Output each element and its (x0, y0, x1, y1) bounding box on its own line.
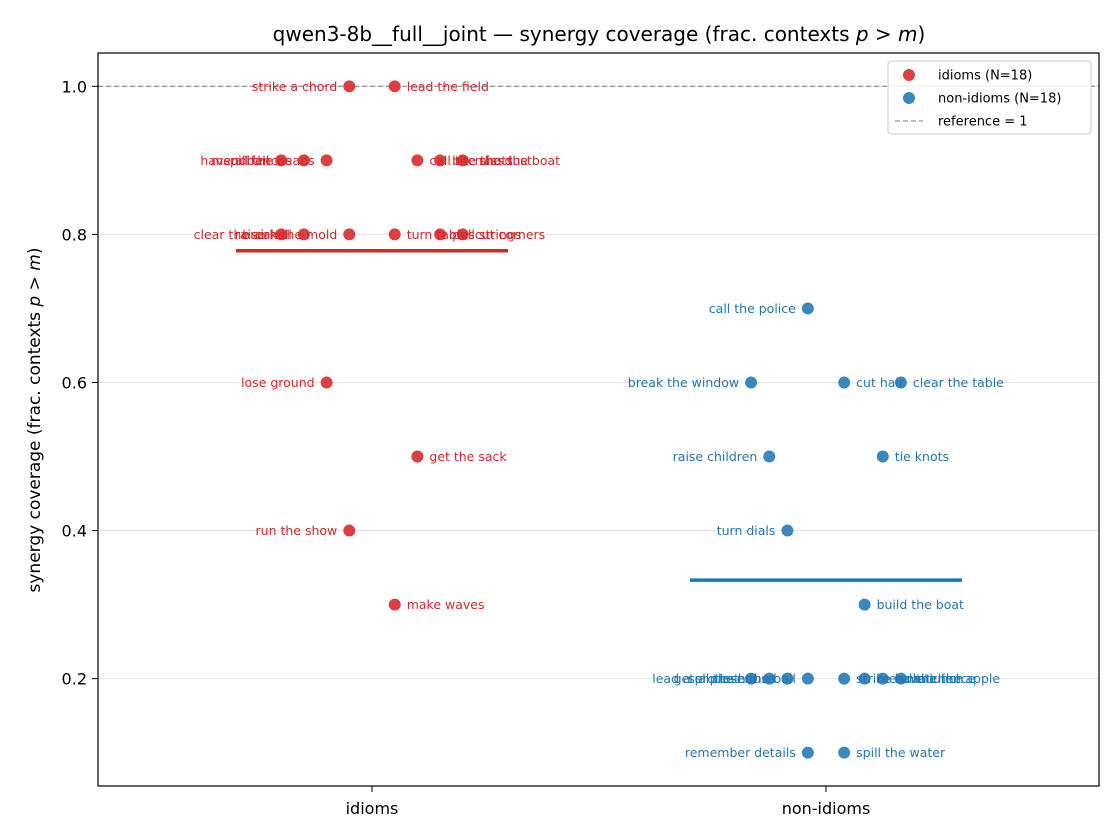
point-bite-the-dust (434, 154, 447, 167)
point-strike-a-match (838, 672, 851, 685)
point-label-raise-children: raise children (673, 449, 758, 464)
point-label-lead-a-protest: lead a protest (652, 671, 739, 686)
point-label-run-the-show: run the show (256, 523, 338, 538)
point-label-cut-corners: cut corners (475, 227, 545, 242)
point-label-remember-details: remember details (685, 745, 796, 760)
point-mend-the-fence (858, 672, 871, 685)
point-tie-knots (876, 450, 889, 463)
point-label-bite-the-dust: bite the dust (452, 153, 532, 168)
point-sell-the-house (781, 672, 794, 685)
point-clear-the-table (894, 376, 907, 389)
point-label-have-a-ball: have a ball (200, 153, 269, 168)
point-label-lead-the-field: lead the field (407, 79, 489, 94)
point-label-turn-dials: turn dials (717, 523, 776, 538)
point-cut-hair (838, 376, 851, 389)
point-strike-a-chord (343, 80, 356, 93)
point-label-clear-the-table: clear the table (913, 375, 1004, 390)
legend-entry-non-idioms-n-18: non-idioms (N=18) (938, 92, 1061, 107)
point-label-lose-the-ball: lose the ball (720, 671, 796, 686)
y-tick-label: 0.6 (62, 373, 87, 392)
point-label-sell-the-house: sell the house (688, 671, 776, 686)
y-tick-label: 1.0 (62, 77, 87, 96)
legend-box (887, 60, 1092, 135)
point-lead-a-protest (745, 672, 758, 685)
chart-title: qwen3-8b__full__joint — synergy coverage… (273, 22, 926, 46)
plot-frame (97, 52, 1100, 787)
point-get-the-sack (411, 450, 424, 463)
point-lose-ground (320, 376, 333, 389)
point-label-spill-the-beans: spill the beans (224, 153, 315, 168)
y-tick-label: 0.2 (62, 670, 87, 689)
x-tick-label-idioms: idioms (346, 799, 399, 818)
point-lead-the-field (388, 80, 401, 93)
y-tick-label: 0.8 (62, 225, 87, 244)
point-label-get-a-present: get a present (674, 671, 758, 686)
point-label-bite-the-apple: bite the apple (913, 671, 1000, 686)
point-make-waves (388, 598, 401, 611)
legend-marker-non-idioms (903, 92, 915, 104)
point-pull-strings (434, 228, 447, 241)
point-label-pull-strings: pull strings (452, 227, 521, 242)
point-label-tie-knots: tie knots (895, 449, 949, 464)
point-label-strike-a-chord: strike a chord (252, 79, 337, 94)
legend-entry-reference-1: reference = 1 (938, 115, 1028, 130)
point-label-lose-ground: lose ground (241, 375, 315, 390)
point-label-make-waves: make waves (407, 597, 485, 612)
point-label-turn-tables: turn tables (407, 227, 475, 242)
point-label-get-the-sack: get the sack (429, 449, 507, 464)
point-bite-the-apple (894, 672, 907, 685)
x-tick-label-non-idioms: non-idioms (782, 799, 871, 818)
point-mend-fences (297, 154, 310, 167)
point-raise-children (763, 450, 776, 463)
point-run-the-show (343, 524, 356, 537)
point-clear-the-air (275, 228, 288, 241)
point-label-clear-the-air: clear the air (194, 227, 270, 242)
legend-entry-idioms-n-18: idioms (N=18) (938, 69, 1032, 84)
point-label-call-the-police: call the police (709, 301, 796, 316)
point-lose-the-ball (801, 672, 814, 685)
point-turn-dials (781, 524, 794, 537)
y-axis-label: synergy coverage (frac. contexts p > m) (25, 248, 45, 593)
data-points (275, 80, 907, 759)
point-label-call-the-shots: call the shots (429, 153, 512, 168)
point-spill-the-water (838, 746, 851, 759)
point-label-build-the-boat: build the boat (877, 597, 964, 612)
point-label-have-lunch: have lunch (895, 671, 964, 686)
point-label-mend-fences: mend fences (211, 153, 292, 168)
point-turn-tables (388, 228, 401, 241)
point-call-the-police (801, 302, 814, 315)
point-get-a-present (763, 672, 776, 685)
legend-marker-idioms (903, 69, 915, 81)
point-build-the-boat (858, 598, 871, 611)
point-label-break-the-mold: break the mold (242, 227, 337, 242)
point-have-a-ball (275, 154, 288, 167)
point-break-the-mold (343, 228, 356, 241)
point-label-cut-hair: cut hair (856, 375, 905, 390)
point-label-raise-hell: raise hell (235, 227, 292, 242)
legend: idioms (N=18) non-idioms (N=18) reference … (887, 60, 1092, 135)
y-axis: 0.2 0.4 0.6 0.8 1.0 (62, 77, 98, 689)
point-miss-the-boat (456, 154, 469, 167)
point-label-mend-the-fence: mend the fence (877, 671, 976, 686)
point-label-strike-a-match: strike a match (856, 671, 946, 686)
point-label-break-the-window: break the window (628, 375, 739, 390)
x-axis: idioms non-idioms (346, 786, 871, 818)
point-remember-details (801, 746, 814, 759)
point-cut-corners (456, 228, 469, 241)
point-have-lunch (876, 672, 889, 685)
point-spill-the-beans (320, 154, 333, 167)
point-raise-hell (297, 228, 310, 241)
point-label-spill-the-water: spill the water (856, 745, 946, 760)
mean-lines (236, 248, 962, 582)
point-label-miss-the-boat: miss the boat (475, 153, 560, 168)
point-break-the-window (745, 376, 758, 389)
y-tick-label: 0.4 (62, 522, 87, 541)
point-call-the-shots (411, 154, 424, 167)
